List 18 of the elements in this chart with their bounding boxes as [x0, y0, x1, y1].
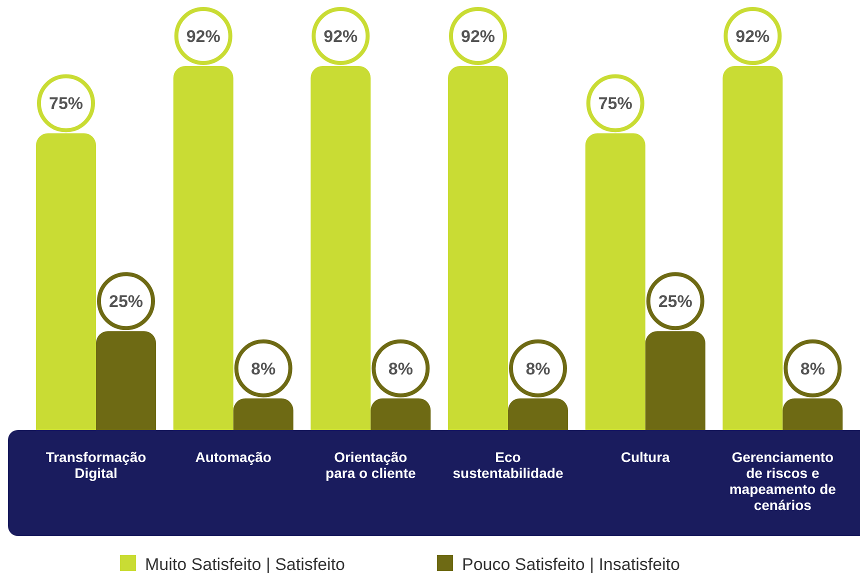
data-label: 92% — [186, 26, 220, 46]
x-tick-label: Cultura — [620, 449, 670, 465]
data-label: 25% — [658, 292, 692, 312]
data-label: 25% — [108, 292, 144, 312]
data-label: 75% — [598, 94, 632, 114]
data-label: 92% — [324, 26, 358, 46]
x-tick-label: Transformação Digital — [46, 449, 146, 481]
data-label: 8% — [251, 359, 276, 378]
data-label: 92% — [736, 26, 770, 46]
data-label: 8% — [526, 359, 550, 378]
x-tick-label: Gerenciamento de riscos e mapeamento de cenários — [729, 449, 836, 513]
data-label: 8% — [388, 359, 413, 378]
x-tick-label: Automação — [195, 449, 272, 465]
data-label: 75% — [48, 94, 84, 114]
x-tick-label: Orientação para o cliente — [326, 449, 416, 481]
data-label: 92% — [460, 26, 496, 46]
x-tick-label: Eco sustentabilidade — [452, 449, 564, 481]
data-label: 8% — [800, 359, 825, 378]
